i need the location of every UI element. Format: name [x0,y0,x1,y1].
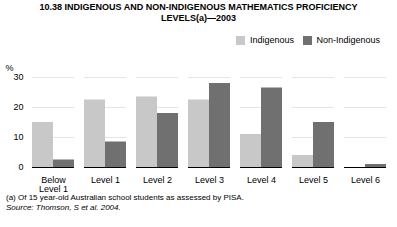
svg-text:Level 1: Level 1 [91,175,120,185]
svg-text:Level 6: Level 6 [351,175,380,185]
html-text:(a) Of 15 year-old Australian: (a) Of 15 year-old Australian school stu… [6,193,244,203]
svg-text:Level 5: Level 5 [299,175,328,185]
svg-text:20: 20 [13,102,23,112]
html-text:Source: Thomson, S et al. 2004: Source: Thomson, S et al. 2004. [6,203,121,213]
svg-text:Level 4: Level 4 [247,175,276,185]
svg-text:BelowLevel 1: BelowLevel 1 [39,175,68,193]
svg-text:%: % [6,63,14,73]
svg-text:0: 0 [18,162,23,172]
svg-text:30: 30 [13,72,23,82]
svg-text:Level 3: Level 3 [195,175,224,185]
html-text:Indigenous: Indigenous [249,35,294,46]
html-text:10.38 INDIGENOUS AND NON-INDIG: 10.38 INDIGENOUS AND NON-INDIGENOUS MATH… [39,2,358,23]
html-text:Non-Indigenous: Non-Indigenous [316,35,380,46]
svg-text:Level 2: Level 2 [143,175,172,185]
svg-text:10: 10 [13,132,23,142]
